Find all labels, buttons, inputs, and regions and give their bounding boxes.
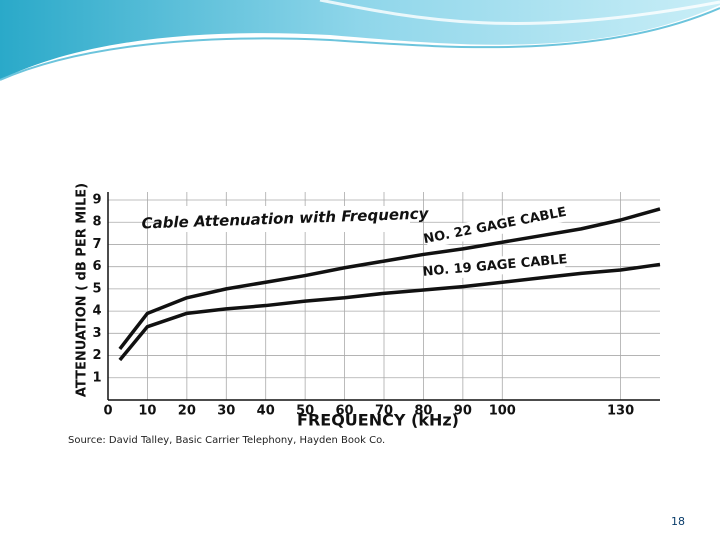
x-tick-label: 10 bbox=[138, 404, 156, 419]
header-wave bbox=[0, 0, 720, 80]
header-wave-highlight bbox=[319, 0, 720, 25]
x-tick-label: 20 bbox=[178, 404, 196, 419]
y-tick-label: 3 bbox=[92, 326, 101, 341]
y-tick-label: 4 bbox=[92, 304, 101, 319]
series-label-box bbox=[424, 203, 566, 249]
y-tick-label: 5 bbox=[92, 281, 101, 296]
page-number: 18 bbox=[671, 515, 685, 528]
x-tick-label: 100 bbox=[489, 404, 516, 419]
x-tick-label: 40 bbox=[257, 404, 275, 419]
x-tick-label: 70 bbox=[375, 404, 393, 419]
y-tick-label: 9 bbox=[92, 193, 101, 208]
y-tick-label: 1 bbox=[92, 370, 101, 385]
header-wave-line bbox=[0, 7, 720, 81]
series-line bbox=[118, 207, 661, 350]
x-tick-label: 50 bbox=[296, 404, 314, 419]
x-tick-label: 0 bbox=[103, 404, 112, 419]
title-box bbox=[160, 206, 410, 232]
series-line bbox=[118, 262, 661, 362]
source-note: Source: David Talley, Basic Carrier Tele… bbox=[68, 435, 385, 446]
y-tick-label: 7 bbox=[92, 237, 101, 252]
x-tick-label: 90 bbox=[454, 404, 472, 419]
y-axis-label: ATTENUATION ( dB PER MILE) bbox=[75, 183, 90, 397]
y-tick-label: 2 bbox=[92, 348, 101, 363]
series-label-box bbox=[424, 250, 566, 282]
y-tick-label: 8 bbox=[92, 215, 101, 230]
x-tick-label: 80 bbox=[414, 404, 432, 419]
x-tick-label: 130 bbox=[607, 404, 634, 419]
x-axis-label: FREQUENCY (kHz) bbox=[297, 411, 459, 430]
y-tick-label: 6 bbox=[92, 259, 101, 274]
x-tick-label: 60 bbox=[336, 404, 354, 419]
x-tick-label: 30 bbox=[217, 404, 235, 419]
